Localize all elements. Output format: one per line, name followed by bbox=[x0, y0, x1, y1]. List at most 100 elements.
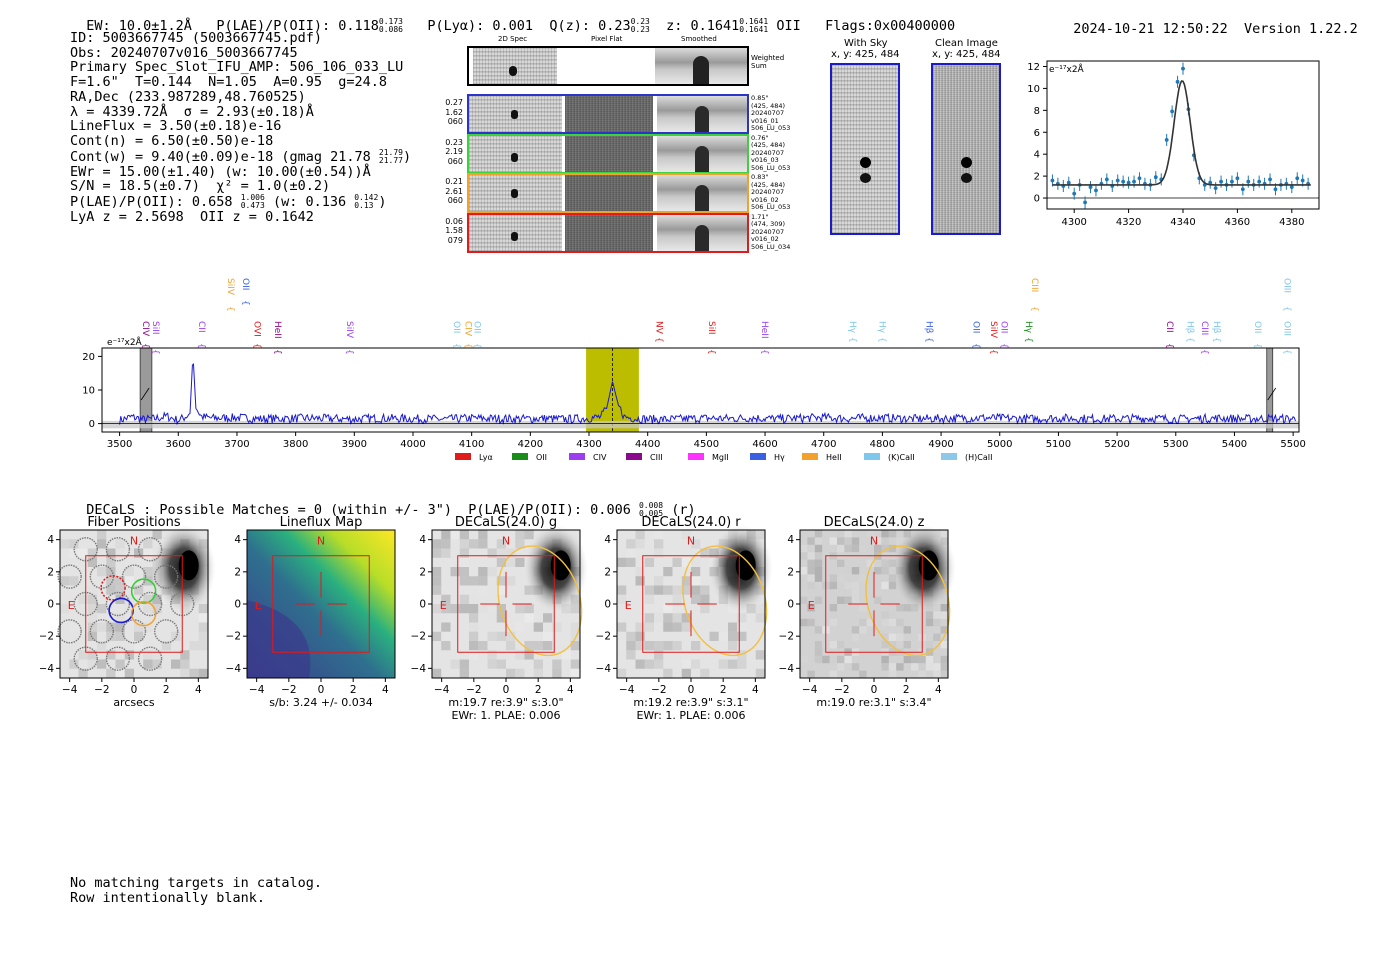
line-marker-low: Hβ { bbox=[1211, 321, 1221, 343]
line-marker-label: Hγ bbox=[876, 321, 886, 334]
image-pixel bbox=[115, 622, 125, 632]
image-pixel bbox=[617, 641, 627, 651]
line-marker-bracket: { bbox=[1164, 343, 1174, 349]
exposure-row bbox=[467, 173, 749, 213]
image-pixel bbox=[888, 574, 897, 582]
image-pixel bbox=[663, 641, 673, 651]
image-pixel bbox=[543, 631, 553, 641]
image-pixel bbox=[626, 557, 636, 567]
image-pixel bbox=[940, 655, 948, 664]
image-pixel bbox=[60, 576, 70, 586]
image-pixel bbox=[69, 659, 79, 669]
image-pixel bbox=[691, 539, 701, 549]
image-pixel bbox=[822, 655, 830, 664]
legend-label: OII bbox=[536, 453, 547, 462]
image-pixel bbox=[161, 641, 171, 651]
image-pixel bbox=[654, 530, 664, 540]
decals-panel-title: DECaLS(24.0) g bbox=[455, 515, 557, 530]
image-pixel bbox=[881, 530, 889, 538]
fit-data-point bbox=[1153, 175, 1158, 180]
image-pixel bbox=[469, 631, 479, 641]
line-marker-low: Hβ { bbox=[1184, 321, 1194, 343]
image-pixel bbox=[487, 650, 497, 660]
image-pixel bbox=[755, 668, 765, 678]
image-pixel bbox=[506, 668, 516, 678]
line-marker-label: OII bbox=[451, 321, 461, 333]
with-sky-image bbox=[830, 63, 900, 235]
image-pixel bbox=[143, 548, 153, 558]
image-pixel bbox=[124, 604, 134, 614]
line-marker-label: SiII bbox=[150, 321, 160, 335]
image-pixel bbox=[837, 559, 845, 567]
fit-data-point bbox=[1246, 179, 1251, 184]
info-block: ID: 5003667745 (5003667745.pdf) Obs: 202… bbox=[70, 31, 411, 225]
image-pixel bbox=[663, 585, 673, 595]
image-pixel bbox=[911, 663, 919, 671]
line-marker-bracket: { bbox=[344, 349, 354, 355]
line-marker-low: CIV { bbox=[140, 321, 150, 349]
image-pixel bbox=[654, 585, 664, 595]
image-pixel bbox=[881, 618, 889, 627]
image-pixel bbox=[829, 604, 837, 612]
image-pixel bbox=[106, 576, 116, 586]
aperture-ellipse bbox=[682, 545, 768, 657]
image-pixel bbox=[189, 641, 199, 651]
decals-caption: arcsecs bbox=[113, 696, 155, 709]
galaxy-core bbox=[918, 550, 939, 581]
line-marker-bracket: { bbox=[998, 343, 1008, 349]
spectrum-xtick-label: 4400 bbox=[635, 439, 660, 450]
line-marker-low: OII { bbox=[451, 321, 461, 349]
line-marker-label: OII bbox=[240, 278, 250, 290]
line-marker-bracket: { bbox=[847, 337, 857, 343]
masked-hatch bbox=[1267, 387, 1277, 401]
decals-ytick-label: 0 bbox=[234, 599, 241, 611]
image-pixel bbox=[459, 594, 469, 604]
line-marker-low: OII { bbox=[472, 321, 482, 349]
line-marker-label: SiIV bbox=[344, 321, 354, 339]
decals-panel: DECaLS(24.0) g N E −4 −4 −2 −2 0 0 2 2 4 4 m:19.7 re:… bbox=[411, 515, 588, 722]
image-pixel bbox=[60, 604, 70, 614]
image-pixel bbox=[829, 670, 837, 678]
decals-xtick-label: −4 bbox=[802, 684, 818, 696]
image-pixel bbox=[533, 641, 543, 651]
compass-east: E bbox=[255, 599, 262, 612]
image-pixel bbox=[837, 596, 845, 604]
spectrum-xtick-label: 4800 bbox=[870, 439, 895, 450]
image-pixel bbox=[543, 641, 553, 651]
image-pixel bbox=[691, 594, 701, 604]
image-pixel bbox=[69, 539, 79, 549]
line-marker-low: SiIV { bbox=[988, 321, 998, 355]
image-pixel bbox=[515, 622, 525, 632]
line-marker-label: HeII bbox=[272, 321, 282, 339]
line-marker-high: OII { bbox=[240, 278, 250, 306]
image-pixel bbox=[672, 557, 682, 567]
image-pixel bbox=[755, 650, 765, 660]
image-pixel bbox=[143, 567, 153, 577]
image-pixel bbox=[515, 650, 525, 660]
line-marker-bracket: { bbox=[451, 343, 461, 349]
image-pixel bbox=[143, 659, 153, 669]
image-pixel bbox=[925, 618, 934, 627]
image-pixel bbox=[478, 613, 488, 623]
image-pixel bbox=[570, 659, 580, 669]
image-pixel bbox=[844, 544, 852, 553]
exposure-right-label: 0.83" (425, 484) 20240707 v016_02 506_LU… bbox=[751, 173, 791, 211]
image-pixel bbox=[515, 668, 525, 678]
line-marker-label: Hβ bbox=[923, 321, 933, 334]
image-pixel bbox=[552, 659, 562, 669]
image-pixel bbox=[837, 544, 845, 553]
fiber-highlight-orange bbox=[130, 600, 157, 627]
image-pixel bbox=[737, 613, 747, 623]
spectrum-xtick-label: 3800 bbox=[283, 439, 308, 450]
decals-ytick-label: 2 bbox=[787, 566, 794, 578]
image-pixel bbox=[524, 650, 534, 660]
image-pixel bbox=[617, 585, 627, 595]
image-pixel bbox=[496, 585, 506, 595]
line-marker-bracket: { bbox=[240, 300, 250, 306]
image-pixel bbox=[814, 641, 823, 649]
image-pixel bbox=[441, 604, 451, 614]
image-pixel bbox=[933, 670, 941, 678]
fit-data-point bbox=[1121, 179, 1126, 184]
spectrum-ytick-label: 0 bbox=[89, 419, 95, 430]
image-pixel bbox=[807, 618, 815, 627]
